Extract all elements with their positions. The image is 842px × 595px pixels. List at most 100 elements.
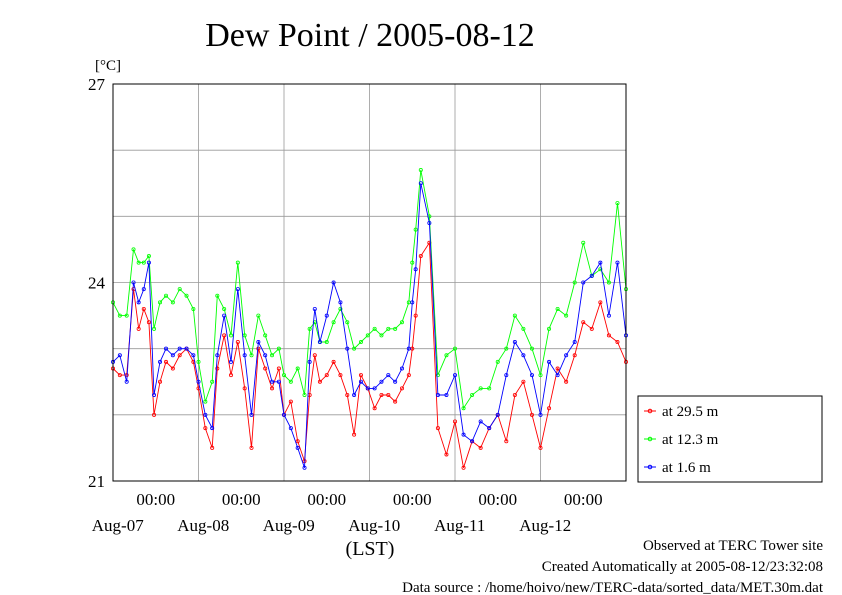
grid-lines bbox=[113, 83, 626, 482]
data-point bbox=[615, 260, 620, 265]
data-point bbox=[196, 379, 201, 384]
data-point bbox=[235, 287, 240, 292]
x-tick-time-label: 00:00 bbox=[393, 490, 432, 509]
data-point bbox=[606, 280, 611, 285]
data-point bbox=[512, 340, 517, 345]
data-point bbox=[228, 333, 233, 338]
data-point bbox=[418, 254, 423, 259]
data-point bbox=[324, 340, 329, 345]
x-tick-labels: 00:00Aug-0700:00Aug-0800:00Aug-0900:00Au… bbox=[92, 490, 603, 535]
legend-label: at 1.6 m bbox=[662, 460, 711, 476]
data-point bbox=[372, 406, 377, 411]
data-point bbox=[581, 280, 586, 285]
data-point bbox=[117, 313, 122, 318]
series-1 bbox=[111, 240, 629, 470]
data-point bbox=[117, 373, 122, 378]
data-point bbox=[461, 432, 466, 437]
data-point bbox=[529, 346, 534, 351]
data-point bbox=[379, 392, 384, 397]
data-point bbox=[393, 379, 398, 384]
data-point bbox=[413, 313, 418, 318]
data-point bbox=[338, 373, 343, 378]
data-point bbox=[572, 280, 577, 285]
data-point bbox=[393, 399, 398, 404]
data-point bbox=[249, 412, 254, 417]
data-point bbox=[270, 386, 275, 391]
data-point bbox=[295, 439, 300, 444]
data-point bbox=[521, 379, 526, 384]
data-point bbox=[288, 426, 293, 431]
data-point bbox=[152, 326, 157, 331]
data-point bbox=[379, 333, 384, 338]
data-point bbox=[487, 426, 492, 431]
x-tick-time-label: 00:00 bbox=[564, 490, 603, 509]
legend-item: at 29.5 m bbox=[644, 404, 719, 420]
data-point bbox=[288, 379, 293, 384]
data-point bbox=[399, 320, 404, 325]
data-point bbox=[435, 426, 440, 431]
data-point bbox=[352, 432, 357, 437]
data-point bbox=[256, 340, 261, 345]
data-point bbox=[338, 300, 343, 305]
data-point bbox=[521, 353, 526, 358]
data-point bbox=[444, 353, 449, 358]
x-tick-date-label: Aug-08 bbox=[177, 516, 229, 535]
data-point bbox=[338, 306, 343, 311]
data-point bbox=[249, 445, 254, 450]
data-point bbox=[235, 260, 240, 265]
data-point bbox=[386, 392, 391, 397]
data-point bbox=[581, 240, 586, 245]
y-tick-label: 24 bbox=[88, 274, 106, 293]
data-point bbox=[203, 426, 208, 431]
data-point bbox=[256, 313, 261, 318]
data-point bbox=[184, 346, 189, 351]
data-point bbox=[461, 406, 466, 411]
data-point bbox=[222, 333, 227, 338]
data-point bbox=[452, 419, 457, 424]
data-point bbox=[504, 373, 509, 378]
data-point bbox=[470, 439, 475, 444]
data-point bbox=[410, 260, 415, 265]
data-point bbox=[215, 366, 220, 371]
x-tick-date-label: Aug-07 bbox=[92, 516, 144, 535]
data-point bbox=[331, 359, 336, 364]
data-point bbox=[461, 465, 466, 470]
data-point bbox=[379, 379, 384, 384]
data-point bbox=[324, 313, 329, 318]
data-point bbox=[538, 412, 543, 417]
legend-swatch-marker bbox=[647, 436, 653, 442]
data-point bbox=[331, 280, 336, 285]
data-point bbox=[215, 293, 220, 298]
data-point bbox=[307, 359, 312, 364]
data-point bbox=[141, 306, 146, 311]
data-point bbox=[386, 326, 391, 331]
data-point bbox=[529, 373, 534, 378]
data-point bbox=[538, 373, 543, 378]
data-point bbox=[158, 300, 163, 305]
data-point bbox=[263, 353, 268, 358]
data-point bbox=[358, 373, 363, 378]
data-point bbox=[444, 452, 449, 457]
data-point bbox=[281, 373, 286, 378]
data-point bbox=[117, 353, 122, 358]
data-point bbox=[470, 392, 475, 397]
data-point bbox=[191, 306, 196, 311]
data-point bbox=[124, 379, 129, 384]
data-point bbox=[235, 340, 240, 345]
data-point bbox=[606, 333, 611, 338]
data-point bbox=[365, 333, 370, 338]
data-point bbox=[210, 426, 215, 431]
data-point bbox=[352, 392, 357, 397]
data-point bbox=[242, 386, 247, 391]
data-point bbox=[170, 300, 175, 305]
series-line bbox=[112, 169, 627, 410]
data-point bbox=[435, 373, 440, 378]
data-point bbox=[427, 220, 432, 225]
data-point bbox=[215, 353, 220, 358]
data-point bbox=[564, 379, 569, 384]
data-point bbox=[572, 353, 577, 358]
data-point bbox=[136, 300, 141, 305]
data-point bbox=[302, 392, 307, 397]
data-point bbox=[124, 313, 129, 318]
